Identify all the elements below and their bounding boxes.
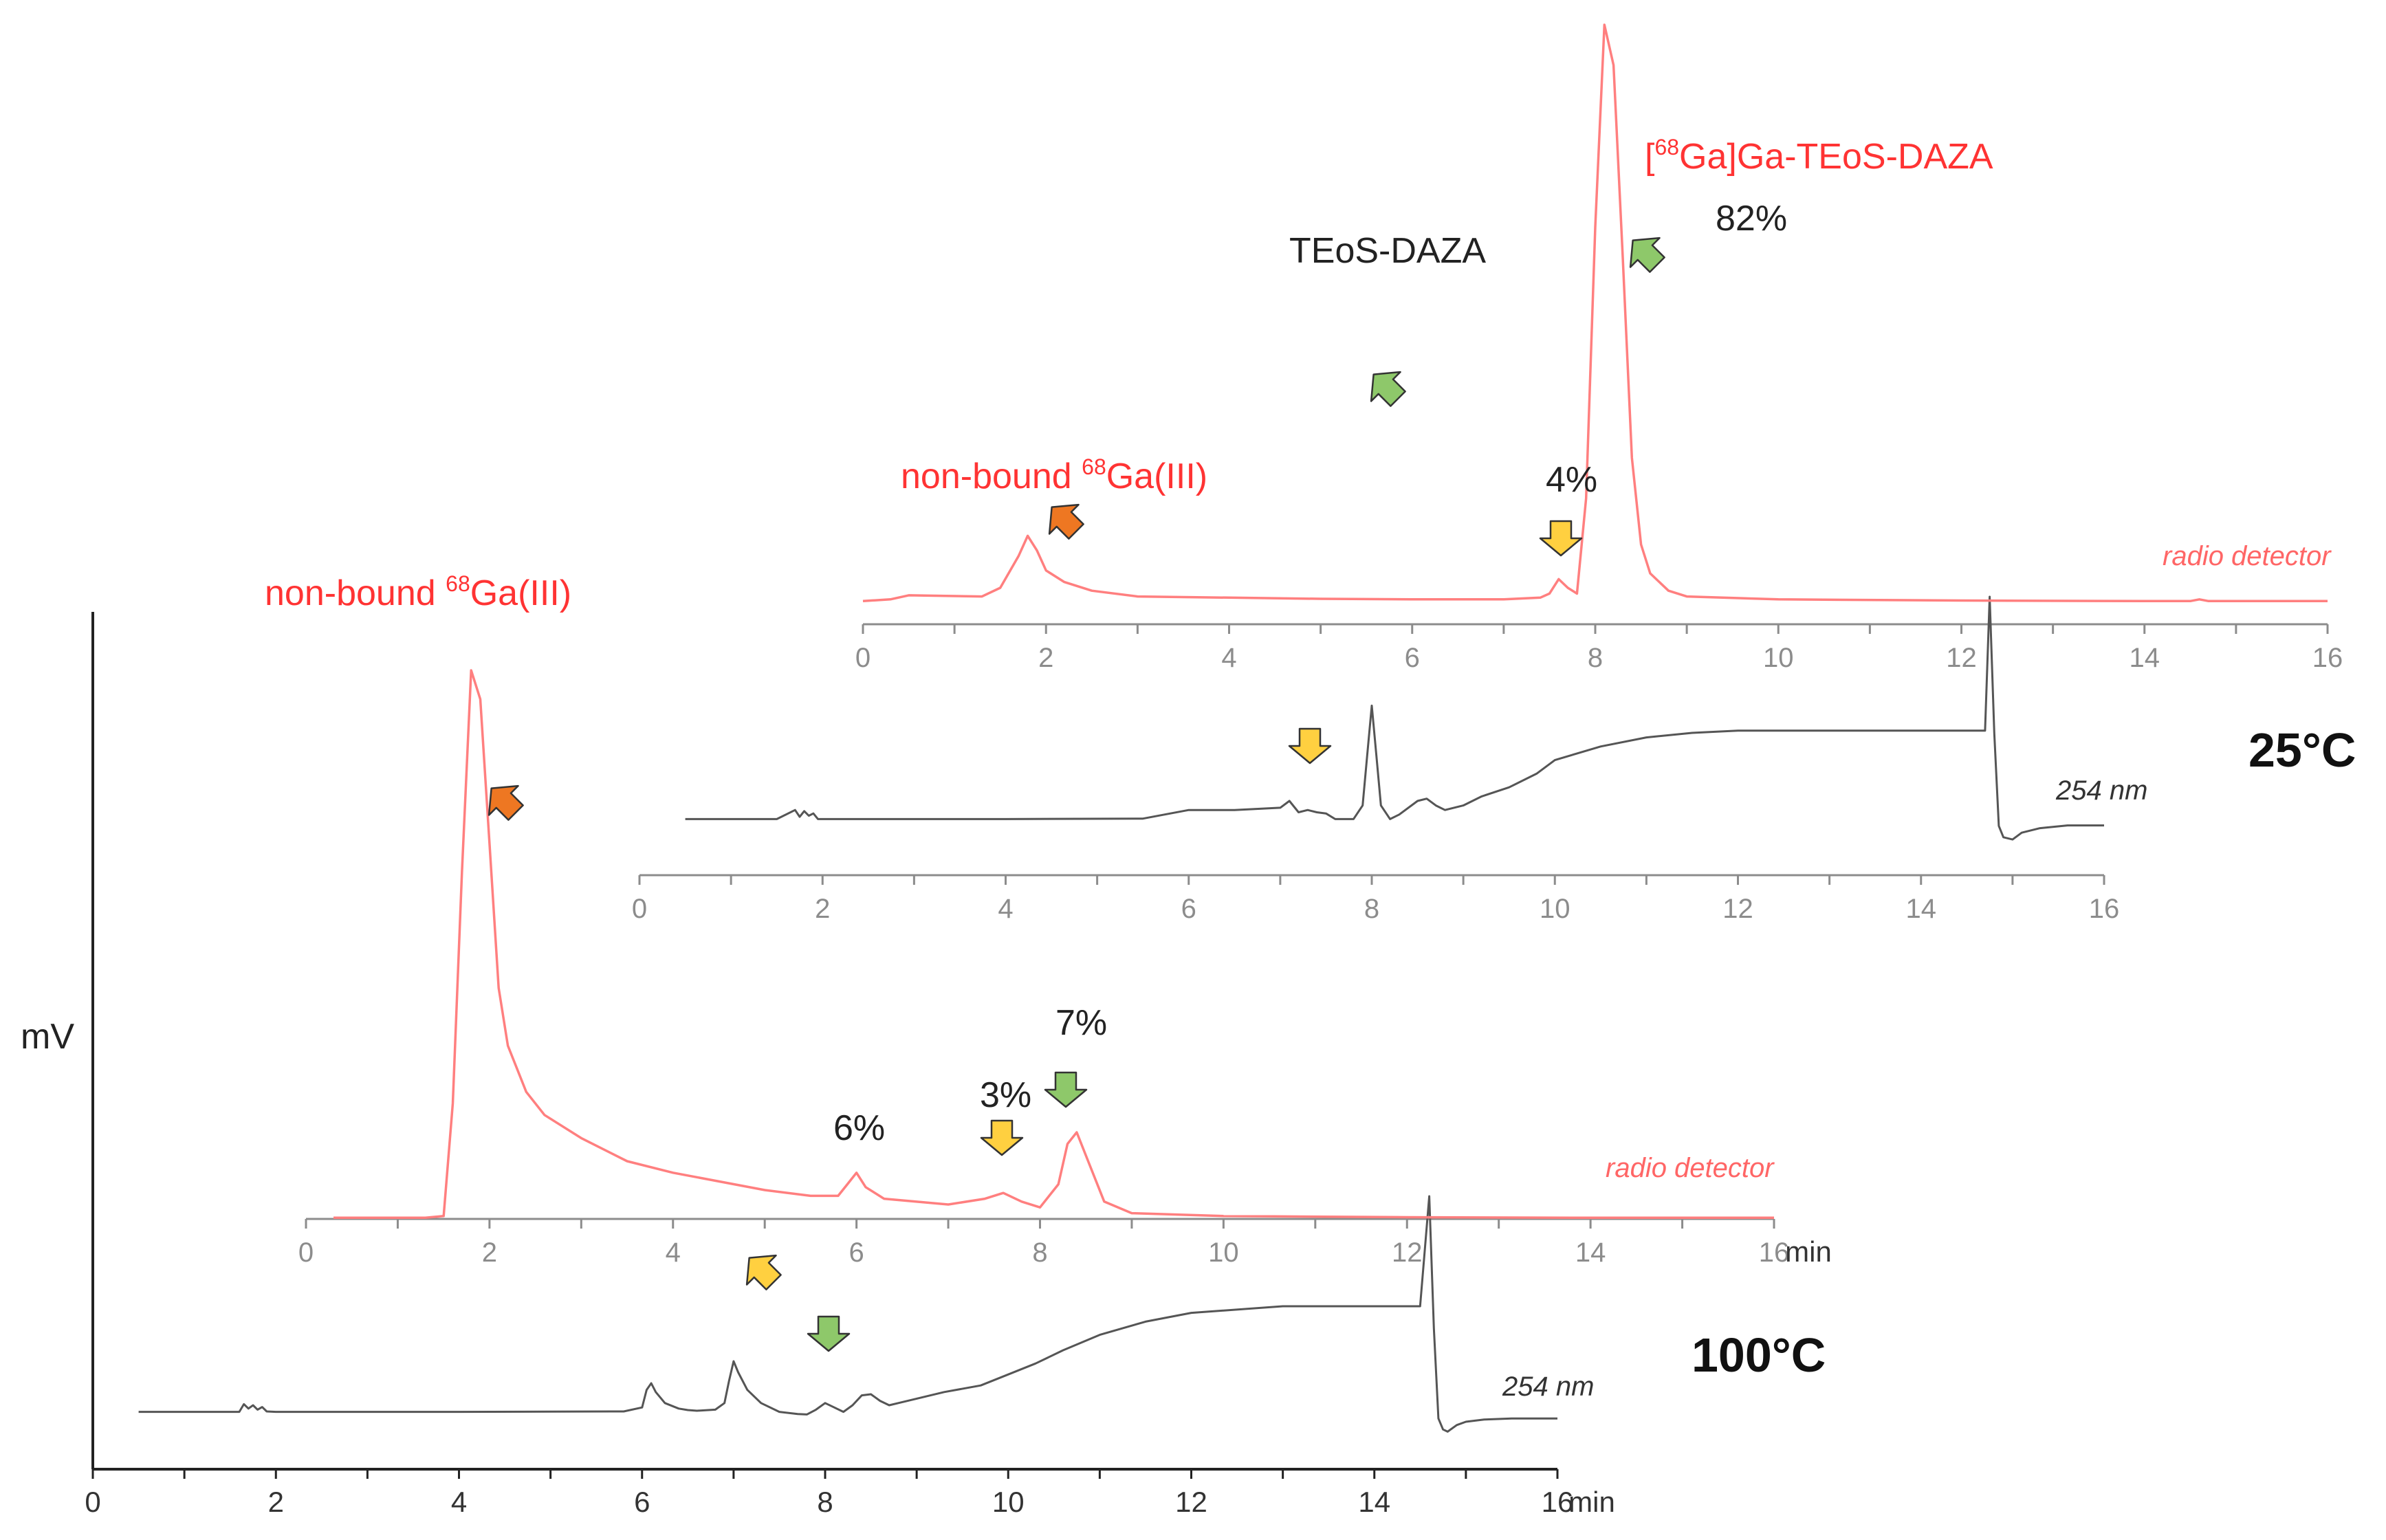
tick-label: 8 (1032, 1238, 1047, 1268)
tick-label: 12 (1175, 1486, 1207, 1518)
tick-label: 14 (1358, 1486, 1390, 1518)
green-arrow-icon (1370, 371, 1406, 407)
tick-label: 16 (2089, 894, 2120, 924)
tick-label: 4 (1221, 643, 1236, 673)
orange-arrow-icon (488, 784, 524, 821)
tick-label: 14 (1575, 1238, 1606, 1268)
isotope-superscript: 68 (446, 571, 470, 596)
radio-label-100c: radio detector (1606, 1153, 1775, 1183)
peak-label-text: non-bound (901, 456, 1072, 496)
tick-label: 10 (1540, 894, 1570, 924)
tick-label: 10 (1208, 1238, 1239, 1268)
tick-label: 10 (992, 1486, 1025, 1518)
tick-label: 0 (855, 643, 871, 673)
yellow-arrow-icon (745, 1254, 782, 1290)
peak-label-teos-daza: TEoS-DAZA (1289, 231, 1486, 271)
peak-label-text: [ (1645, 137, 1655, 177)
peak-label-text: Ga]Ga-TEoS-DAZA (1679, 137, 1993, 177)
traces-group (138, 23, 2328, 1433)
tick-label: 12 (1392, 1238, 1423, 1268)
tick-label: 4 (666, 1238, 681, 1268)
tick-label: 6 (1405, 643, 1420, 673)
tick-label: 16 (1759, 1238, 1790, 1268)
isotope-superscript: 68 (1654, 135, 1679, 160)
peak-label-text: Ga(III) (470, 573, 571, 613)
tick-label: 14 (1906, 894, 1937, 924)
peak-label-ga-teos-daza: [68Ga]Ga-TEoS-DAZA (1645, 135, 1993, 177)
tick-label: 6 (634, 1486, 650, 1518)
tick-label: 6 (849, 1238, 864, 1268)
tick-label: 2 (815, 894, 830, 924)
tick-label: 2 (482, 1238, 497, 1268)
peak-label-3pct: 3% (980, 1075, 1031, 1115)
tick-label: 10 (1763, 643, 1794, 673)
tick-label: 8 (1364, 894, 1379, 924)
uv-label-100c: 254 nm (1502, 1372, 1594, 1402)
yellow-arrow-icon (980, 1119, 1024, 1156)
peak-label-text: non-bound (265, 573, 436, 613)
peak-label-4pct: 4% (1546, 460, 1597, 500)
tick-label: 8 (1588, 643, 1603, 673)
tick-label: 0 (298, 1238, 314, 1268)
radio-trace-1 (862, 23, 2328, 603)
orange-arrow-icon (1048, 503, 1084, 540)
radio-trace-0 (333, 669, 1774, 1220)
uv-trace-1 (685, 595, 2104, 841)
tick-label: 16 (1542, 1486, 1574, 1518)
uv-trace-0 (138, 1195, 1557, 1433)
arrows-group (488, 236, 1665, 1352)
radio-label-25c: radio detector (2163, 541, 2332, 571)
yellow-arrow-icon (1288, 727, 1332, 764)
peak-label-text: Ga(III) (1106, 456, 1207, 496)
tick-label: 4 (451, 1486, 467, 1518)
axis-unit-label: min (1568, 1486, 1615, 1518)
temperature-label-25c: 25°C (2248, 723, 2356, 777)
tick-label: 2 (1038, 643, 1053, 673)
green-arrow-icon (807, 1315, 851, 1352)
tick-label: 0 (632, 894, 647, 924)
peak-label-nonbound-100c: non-bound 68Ga(III) (265, 571, 571, 613)
green-arrow-icon (1044, 1071, 1088, 1108)
temperature-label-100c: 100°C (1692, 1328, 1826, 1382)
peak-label-7pct: 7% (1055, 1003, 1107, 1043)
isotope-superscript: 68 (1082, 454, 1106, 479)
tick-label: 4 (998, 894, 1013, 924)
peak-label-6pct: 6% (833, 1108, 885, 1148)
tick-label: 16 (2312, 643, 2343, 673)
green-arrow-icon (1629, 236, 1665, 273)
tick-label: 14 (2130, 643, 2160, 673)
y-axis-label: mV (21, 1017, 74, 1057)
peak-label-nonbound-25c: non-bound 68Ga(III) (901, 454, 1207, 496)
yellow-arrow-icon (1539, 520, 1583, 557)
tick-label: 8 (817, 1486, 833, 1518)
uv-label-25c: 254 nm (2055, 776, 2147, 806)
peak-label-82pct: 82% (1716, 199, 1787, 239)
tick-label: 12 (1946, 643, 1977, 673)
axis-unit-label: min (1785, 1235, 1832, 1268)
tick-label: 6 (1181, 894, 1196, 924)
tick-label: 0 (85, 1486, 100, 1518)
tick-label: 2 (268, 1486, 284, 1518)
tick-label: 12 (1722, 894, 1753, 924)
